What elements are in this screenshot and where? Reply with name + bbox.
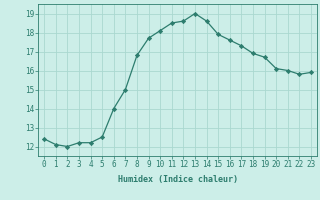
X-axis label: Humidex (Indice chaleur): Humidex (Indice chaleur) — [118, 175, 238, 184]
